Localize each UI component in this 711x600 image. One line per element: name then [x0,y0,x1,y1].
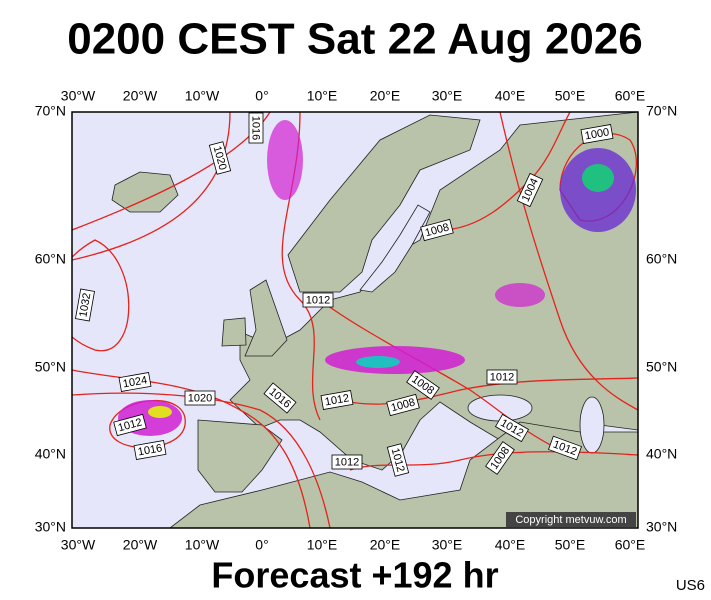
africa-asia [169,421,638,528]
baltic-sea [359,204,431,293]
lon-label: 20°W [123,88,158,104]
iceland [111,171,179,213]
lon-label: 10°W [185,537,220,553]
copyright-box [506,512,636,527]
isobar-label-box [208,141,232,175]
title: 0200 CEST Sat 22 Aug 2026 [67,15,643,64]
lon-label: 40°E [495,537,526,553]
isobar-label-box [494,413,530,443]
lat-label: 40°N [646,446,677,462]
isobar-label-box [420,218,454,242]
lon-label: 10°E [307,537,338,553]
isobar-label: 1008 [386,393,420,417]
lon-label: 0° [255,537,268,553]
lon-label: 60°E [615,88,646,104]
lat-label: 30°N [646,519,677,535]
isobar-value: 1012 [324,392,350,408]
lon-label: 30°W [61,88,96,104]
copyright: Copyright metvuw.com [515,514,626,526]
isobar-label: 1012 [547,435,583,461]
isobar-label-box [516,172,544,208]
black-sea [467,394,533,422]
isobar-label-box [386,393,420,417]
isobar-value: 1000 [584,126,610,142]
isobar-label: 1016 [263,382,297,414]
lon-label: 20°E [370,537,401,553]
isobar-label-box [184,390,216,406]
lat-label: 60°N [35,251,66,267]
isobar-label-box [580,124,614,144]
lon-label: 50°E [555,88,586,104]
isobar-value: 1020 [188,392,212,404]
isobar-value: 1032 [77,292,93,318]
isobar-label: 1012 [486,369,518,385]
scandinavia [287,114,481,293]
isobar-label: 1020 [184,390,216,406]
lon-label: 0° [255,88,268,104]
isobar-label: 1012 [331,454,363,470]
lon-label: 60°E [615,537,646,553]
isobar-label-box [113,413,147,437]
isobar-label: 1024 [118,372,152,392]
isobar-label: 1032 [75,288,95,322]
lat-label: 40°N [35,446,66,462]
isobar-label: 1012 [320,390,354,410]
isobar-value: 1012 [306,294,330,306]
isobar-label-box [320,390,354,410]
isobar-label-box [302,292,334,308]
isobar-label-box [386,443,410,477]
isobar-label-box [263,382,297,414]
lon-label: 30°E [432,88,463,104]
lat-label: 70°N [646,103,677,119]
isobar-label-box [118,372,152,392]
isobar-label-box [248,112,264,144]
isobars [72,112,638,528]
lon-label: 20°E [370,88,401,104]
lat-label: 30°N [35,519,66,535]
lon-label: 10°E [307,88,338,104]
isobar-label: 1016 [248,112,264,144]
lon-label: 20°W [123,537,158,553]
map [72,112,638,528]
map-frame [71,111,639,529]
model-code: US6 [676,577,705,594]
isobar-label: 1020 [208,141,232,175]
isobar-label: 1016 [133,440,167,460]
isobar-label-box [331,454,363,470]
isobar-value: 1016 [250,116,262,140]
isobar-label-box [485,441,515,475]
precipitation [118,120,636,436]
lat-label: 50°N [646,359,677,375]
isobar-value: 1012 [490,371,514,383]
isobar-label: 1000 [580,124,614,144]
isobar-label: 1008 [420,218,454,242]
isobar-value: 1016 [137,442,163,458]
lon-label: 40°E [495,88,526,104]
lon-label: 30°E [432,537,463,553]
lat-label: 70°N [35,103,66,119]
lon-label: 30°W [61,537,96,553]
isobar-label-box [75,288,95,322]
isobar-label-box [486,369,518,385]
isobar-label: 1012 [386,443,410,477]
isobar-value: 1024 [122,374,148,390]
lat-label: 50°N [35,359,66,375]
isobar-label: 1012 [113,413,147,437]
isobar-value: 1012 [335,456,359,468]
isobar-label-box [406,370,440,400]
ireland [221,317,247,347]
isobar-label-box [133,440,167,460]
lat-label: 60°N [646,251,677,267]
caspian-sea [579,396,605,454]
isobar-label-box [547,435,583,461]
lon-label: 50°E [555,537,586,553]
forecast-label: Forecast +192 hr [211,555,498,596]
isobar-label: 1012 [302,292,334,308]
britain [244,279,288,357]
lon-label: 10°W [185,88,220,104]
